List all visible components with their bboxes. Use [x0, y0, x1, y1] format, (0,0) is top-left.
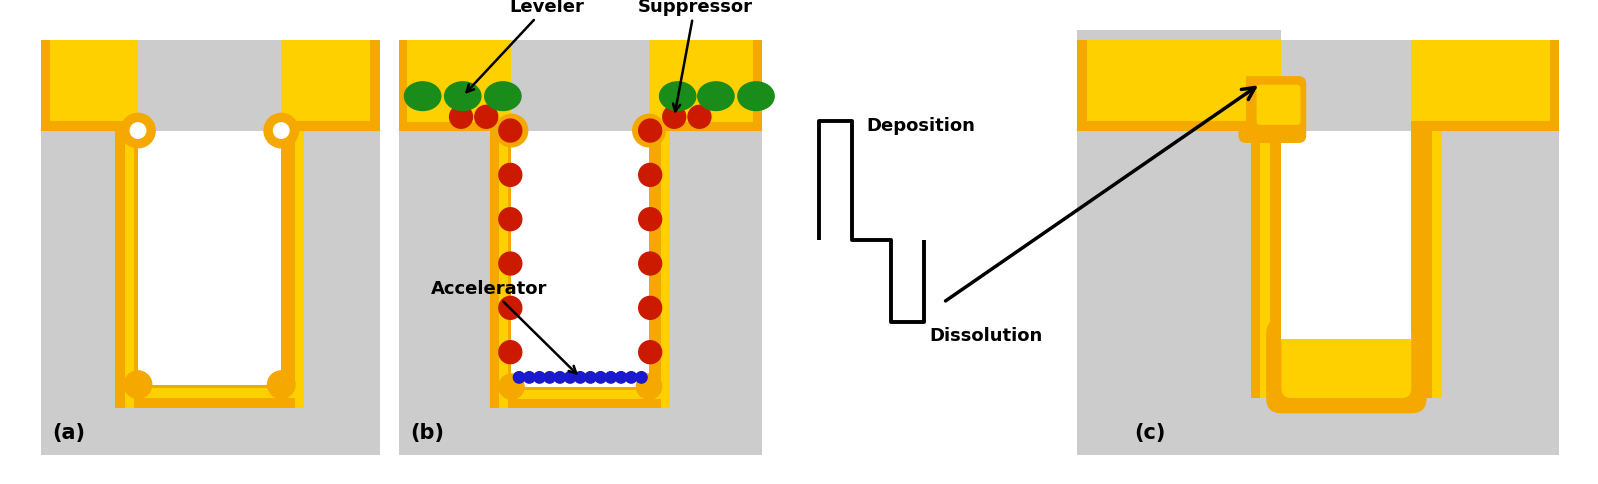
Circle shape: [642, 124, 657, 138]
Text: Deposition: Deposition: [866, 117, 976, 135]
Circle shape: [639, 341, 662, 364]
Circle shape: [534, 372, 545, 383]
Bar: [1411, 131, 1441, 398]
Circle shape: [594, 372, 606, 383]
Bar: [511, 131, 649, 387]
Circle shape: [264, 114, 299, 149]
Text: (b): (b): [411, 422, 444, 442]
Bar: [491, 387, 670, 408]
Circle shape: [636, 374, 662, 399]
Bar: [491, 131, 511, 408]
Circle shape: [639, 120, 662, 143]
Circle shape: [575, 372, 586, 383]
Bar: [1077, 31, 1282, 41]
Circle shape: [499, 297, 523, 319]
Bar: [281, 131, 304, 408]
Circle shape: [639, 164, 662, 187]
Text: Accelerator: Accelerator: [431, 279, 577, 374]
Ellipse shape: [404, 83, 441, 111]
Bar: [1077, 41, 1282, 131]
Circle shape: [499, 374, 524, 399]
Bar: [40, 41, 137, 131]
Bar: [1077, 41, 1246, 131]
Bar: [407, 41, 511, 123]
Bar: [1261, 131, 1270, 398]
Bar: [1077, 41, 1560, 455]
Circle shape: [273, 123, 289, 139]
Circle shape: [663, 106, 686, 129]
Ellipse shape: [698, 83, 733, 111]
Bar: [125, 389, 294, 398]
Bar: [1251, 348, 1441, 398]
Circle shape: [615, 372, 626, 383]
Circle shape: [543, 372, 556, 383]
Ellipse shape: [444, 83, 481, 111]
Bar: [40, 41, 380, 455]
Ellipse shape: [484, 83, 521, 111]
FancyBboxPatch shape: [1282, 325, 1411, 398]
Text: (c): (c): [1135, 422, 1165, 442]
Circle shape: [564, 372, 575, 383]
Circle shape: [636, 372, 647, 383]
Text: Suppressor: Suppressor: [638, 0, 753, 112]
Ellipse shape: [660, 83, 695, 111]
Circle shape: [499, 253, 523, 275]
Bar: [400, 41, 762, 455]
Bar: [294, 131, 304, 408]
Circle shape: [625, 372, 638, 383]
Circle shape: [513, 372, 524, 383]
Circle shape: [121, 114, 155, 149]
Circle shape: [267, 371, 296, 399]
Bar: [499, 131, 508, 408]
Bar: [1282, 131, 1411, 339]
Bar: [1432, 131, 1441, 398]
FancyBboxPatch shape: [1256, 86, 1301, 125]
Circle shape: [639, 208, 662, 231]
Bar: [1087, 41, 1282, 122]
FancyBboxPatch shape: [1266, 319, 1427, 413]
Bar: [1087, 41, 1246, 122]
Circle shape: [633, 115, 665, 148]
Bar: [50, 41, 137, 122]
Bar: [1411, 41, 1550, 122]
Bar: [649, 131, 670, 408]
Circle shape: [499, 341, 523, 364]
Ellipse shape: [738, 83, 773, 111]
Bar: [137, 131, 281, 385]
Circle shape: [639, 253, 662, 275]
FancyBboxPatch shape: [1238, 77, 1306, 144]
Circle shape: [689, 106, 711, 129]
Circle shape: [125, 371, 152, 399]
Circle shape: [503, 124, 519, 138]
Bar: [125, 131, 134, 408]
Circle shape: [495, 115, 527, 148]
Bar: [115, 131, 137, 408]
Circle shape: [449, 106, 473, 129]
Circle shape: [555, 372, 566, 383]
Bar: [281, 41, 371, 122]
Bar: [662, 131, 670, 408]
Text: (a): (a): [53, 422, 85, 442]
Bar: [1411, 41, 1560, 131]
Bar: [115, 385, 304, 408]
Circle shape: [524, 372, 535, 383]
Bar: [649, 41, 753, 123]
Bar: [1251, 131, 1282, 398]
Bar: [400, 41, 511, 131]
Circle shape: [499, 120, 523, 143]
Text: Leveler: Leveler: [467, 0, 585, 93]
Bar: [281, 41, 380, 131]
Circle shape: [475, 106, 497, 129]
Circle shape: [606, 372, 617, 383]
Circle shape: [499, 208, 523, 231]
Bar: [499, 391, 662, 399]
Text: Dissolution: Dissolution: [928, 327, 1042, 345]
Circle shape: [639, 297, 662, 319]
Bar: [649, 41, 762, 131]
Circle shape: [129, 123, 145, 139]
Circle shape: [585, 372, 596, 383]
Circle shape: [499, 164, 523, 187]
